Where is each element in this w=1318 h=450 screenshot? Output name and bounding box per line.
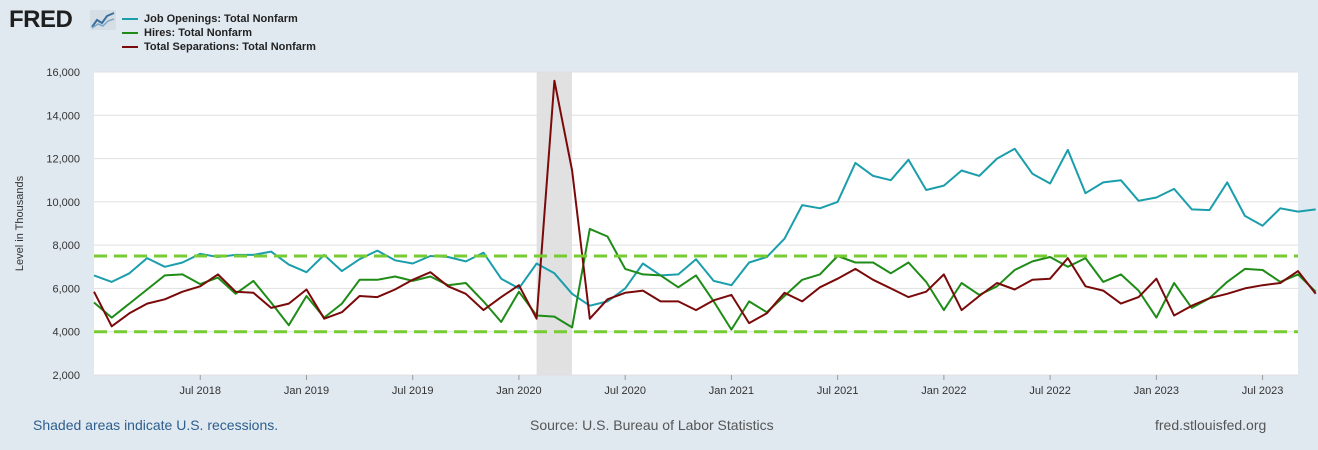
line-chart-icon [90,10,116,30]
recession-note[interactable]: Shaded areas indicate U.S. recessions. [33,417,279,433]
x-tick-label: Jan 2023 [1134,385,1179,397]
site-link[interactable]: fred.stlouisfed.org [1155,417,1267,433]
x-tick-label: Jul 2019 [392,385,434,397]
legend-item-hires[interactable]: Hires: Total Nonfarm [122,26,316,40]
y-tick-label: 4,000 [52,327,80,339]
y-tick-label: 2,000 [52,370,80,382]
y-tick-label: 14,000 [46,110,80,122]
legend-item-job-openings[interactable]: Job Openings: Total Nonfarm [122,12,316,26]
y-axis-label: Level in Thousands [14,175,26,271]
legend-label-separations: Total Separations: Total Nonfarm [144,41,316,53]
series-line-hires-total-nonfarm [93,227,1317,331]
x-tick-label: Jul 2020 [604,385,646,397]
series-line-job-openings-total-nonfarm [93,147,1316,307]
legend-swatch-hires [122,32,138,34]
y-tick-label: 8,000 [52,240,80,252]
recession-shade [536,72,573,375]
x-tick-label: Jan 2019 [284,385,329,397]
line-chart: 2,000 4,000 6,000 8,000 10,000 12,000 14,000 16… [14,67,1317,397]
legend-label-hires: Hires: Total Nonfarm [144,27,252,39]
legend-label-job-openings: Job Openings: Total Nonfarm [144,13,298,25]
x-tick-label: Jul 2022 [1029,385,1071,397]
x-tick-label: Jul 2018 [179,385,221,397]
series-line-total-separations-total-nonfarm [93,79,1317,328]
y-tick-label: 12,000 [46,154,80,166]
plot-area [94,72,1298,375]
x-tick-label: Jul 2023 [1242,385,1284,397]
y-tick-label: 6,000 [52,283,80,295]
legend-item-separations[interactable]: Total Separations: Total Nonfarm [122,40,316,54]
x-tick-label: Jan 2021 [709,385,754,397]
source-note: Source: U.S. Bureau of Labor Statistics [530,417,774,433]
legend-swatch-job-openings [122,18,138,20]
y-tick-label: 16,000 [46,67,80,79]
x-tick-label: Jul 2021 [817,385,859,397]
y-tick-label: 10,000 [46,197,80,209]
chart-legend: Job Openings: Total Nonfarm Hires: Total… [122,12,316,54]
x-tick-label: Jan 2022 [921,385,966,397]
legend-swatch-separations [122,46,138,48]
x-tick-label: Jan 2020 [496,385,541,397]
fred-logo[interactable]: FRED [9,6,73,33]
